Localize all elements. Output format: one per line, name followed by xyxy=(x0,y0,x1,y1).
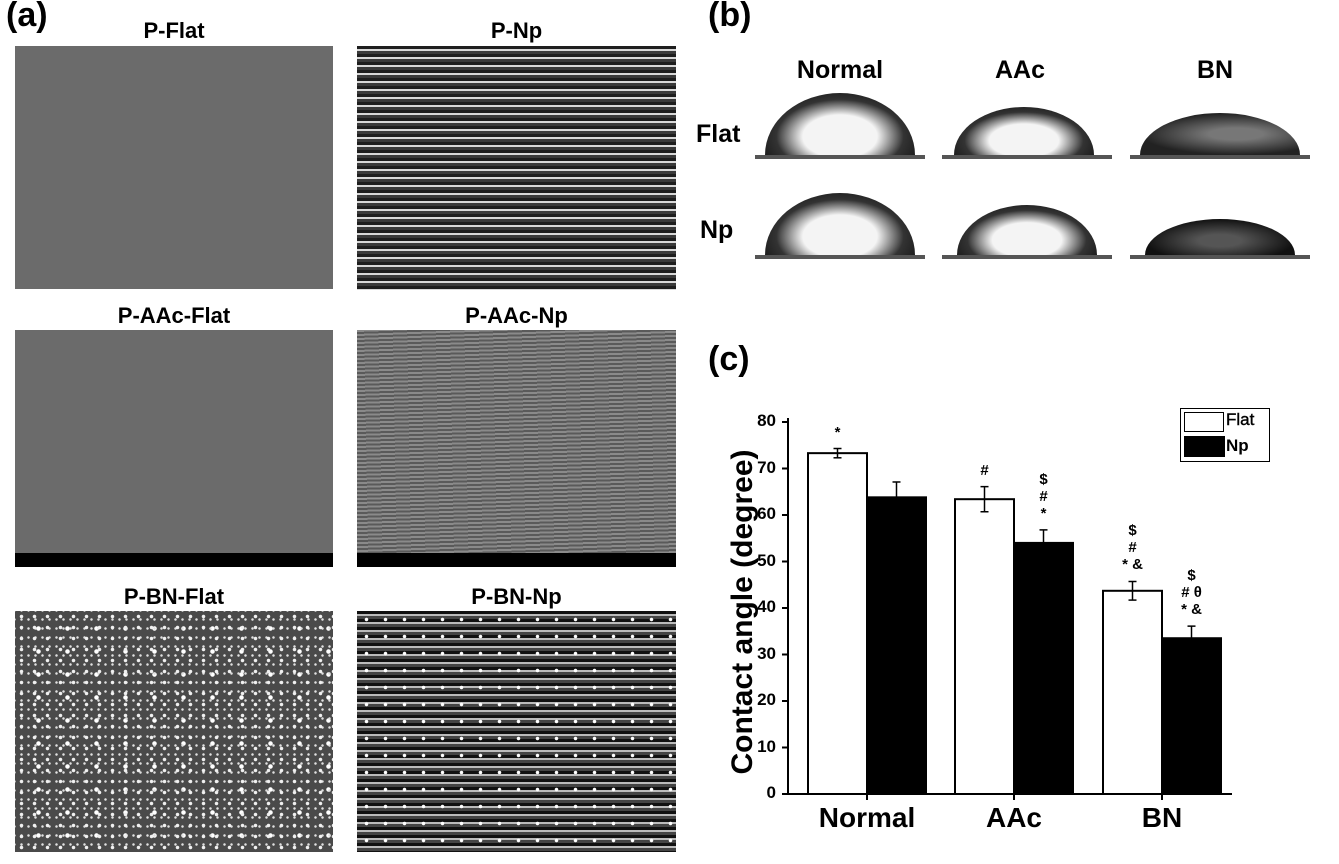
annotation-line: # xyxy=(1039,487,1048,505)
sem-image-p-aac-flat xyxy=(15,330,333,567)
droplet-aac-flat xyxy=(942,85,1112,165)
legend-swatch-np xyxy=(1184,436,1225,457)
sem-title-p-np: P-Np xyxy=(490,18,543,43)
y-tick-label: 0 xyxy=(766,783,776,802)
annotation-line: # xyxy=(1128,539,1137,557)
y-tick-label: 40 xyxy=(757,597,776,616)
y-tick-label: 10 xyxy=(757,736,776,756)
significance-annotation: $ # * xyxy=(1019,471,1069,522)
bar-np-normal xyxy=(866,496,927,795)
annotation-line: # xyxy=(980,461,989,479)
sem-title-p-aac-flat: P-AAc-Flat xyxy=(117,303,231,328)
sem-title-p-aac-np: P-AAc-Np xyxy=(465,303,568,328)
y-tick-label: 70 xyxy=(757,457,776,477)
sem-image-p-bn-np xyxy=(357,611,676,852)
col-label-bn: BN xyxy=(1196,56,1234,84)
sem-title-p-bn-flat: P-BN-Flat xyxy=(123,584,225,609)
row-label-np: Np xyxy=(700,216,734,244)
panel-a-label: (a) xyxy=(6,0,48,34)
sem-title-p-flat: P-Flat xyxy=(143,18,205,43)
legend: Flat Np xyxy=(1180,408,1270,462)
droplet-normal-np xyxy=(755,185,925,265)
annotation-line: $ xyxy=(1039,470,1048,488)
sem-image-p-np xyxy=(357,46,676,290)
legend-label-flat: Flat xyxy=(1226,410,1255,429)
droplet-normal-flat xyxy=(755,85,925,165)
significance-annotation: * xyxy=(813,424,863,441)
col-label-normal: Normal xyxy=(796,56,884,84)
droplet-aac-np xyxy=(942,185,1112,265)
panel-b-label: (b) xyxy=(708,0,752,34)
annotation-line: * & xyxy=(1122,556,1143,574)
annotation-line: $ xyxy=(1128,522,1137,540)
legend-label-np: Np xyxy=(1226,436,1249,455)
annotation-line: * xyxy=(834,423,841,441)
y-tick-label: 60 xyxy=(757,504,776,523)
x-category-label: AAc xyxy=(985,802,1042,833)
y-tick-label: 30 xyxy=(757,643,776,663)
droplet-bn-np xyxy=(1130,185,1310,265)
x-category-label: Normal xyxy=(818,802,916,833)
col-label-aac: AAc xyxy=(994,56,1045,84)
sem-image-p-bn-flat xyxy=(15,611,333,852)
significance-annotation: $ # θ * & xyxy=(1167,567,1217,618)
annotation-line: # θ xyxy=(1181,584,1202,602)
sem-image-p-aac-np xyxy=(357,330,676,567)
bar-np-aac xyxy=(1013,541,1074,796)
annotation-line: * xyxy=(1040,504,1047,522)
significance-annotation: # xyxy=(960,462,1010,479)
bar-flat-aac xyxy=(954,498,1015,795)
y-tick-label: 20 xyxy=(757,690,776,709)
y-tick-label: 50 xyxy=(757,550,776,570)
sem-title-p-bn-np: P-BN-Np xyxy=(471,584,562,609)
annotation-line: $ xyxy=(1187,567,1196,585)
significance-annotation: $ # * & xyxy=(1108,522,1158,573)
bar-np-bn xyxy=(1161,637,1222,795)
row-label-flat: Flat xyxy=(696,120,741,148)
droplet-bn-flat xyxy=(1130,85,1310,165)
y-tick-label: 80 xyxy=(757,411,776,430)
sem-image-p-flat xyxy=(15,46,333,289)
bar-flat-bn xyxy=(1102,589,1163,795)
bar-flat-normal xyxy=(807,452,868,795)
legend-swatch-flat xyxy=(1184,412,1224,432)
panel-c-label: (c) xyxy=(708,340,750,378)
x-category-label: BN xyxy=(1141,802,1183,833)
annotation-line: * & xyxy=(1181,601,1202,619)
